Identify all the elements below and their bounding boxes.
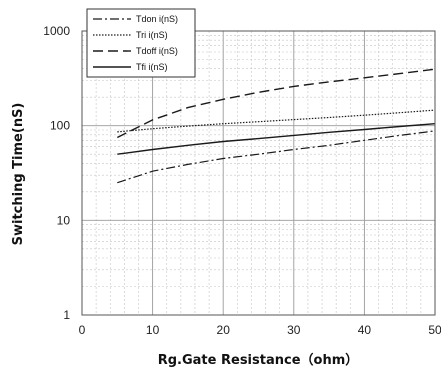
x-tick-label: 30 <box>287 323 301 337</box>
x-tick-label: 10 <box>146 323 160 337</box>
plot-frame <box>81 30 436 316</box>
y-tick-label: 1000 <box>43 24 70 38</box>
y-tick-label: 1 <box>63 308 70 322</box>
legend: Tdon i(nS) Tri i(nS) Tdoff i(nS) Tfi i(nS) <box>86 8 196 78</box>
x-tick-labels: 0 10 20 30 40 50 <box>79 323 441 337</box>
x-tick-label: 0 <box>79 323 86 337</box>
legend-label: Tri i(nS) <box>136 30 168 40</box>
series-lines <box>116 68 436 184</box>
y-tick-labels: 1 10 100 1000 <box>43 24 70 322</box>
x-tick-label: 40 <box>358 323 372 337</box>
x-axis-label: Rg.Gate Resistance（ohm） <box>158 352 359 368</box>
y-tick-label: 100 <box>50 119 70 133</box>
legend-label: Tdon i(nS) <box>136 14 178 24</box>
series-line-tdoff <box>116 68 436 139</box>
series-line-tdon <box>117 130 436 184</box>
legend-label: Tdoff i(nS) <box>136 46 178 56</box>
series-line-tri <box>117 109 436 133</box>
x-tick-label: 20 <box>217 323 231 337</box>
y-tick-label: 10 <box>57 213 71 227</box>
legend-box <box>86 8 196 78</box>
x-tick-label: 50 <box>428 323 441 337</box>
series-line-tfi <box>117 123 436 155</box>
y-axis-label: Switching Time(nS) <box>11 103 26 246</box>
legend-label: Tfi i(nS) <box>136 62 168 72</box>
